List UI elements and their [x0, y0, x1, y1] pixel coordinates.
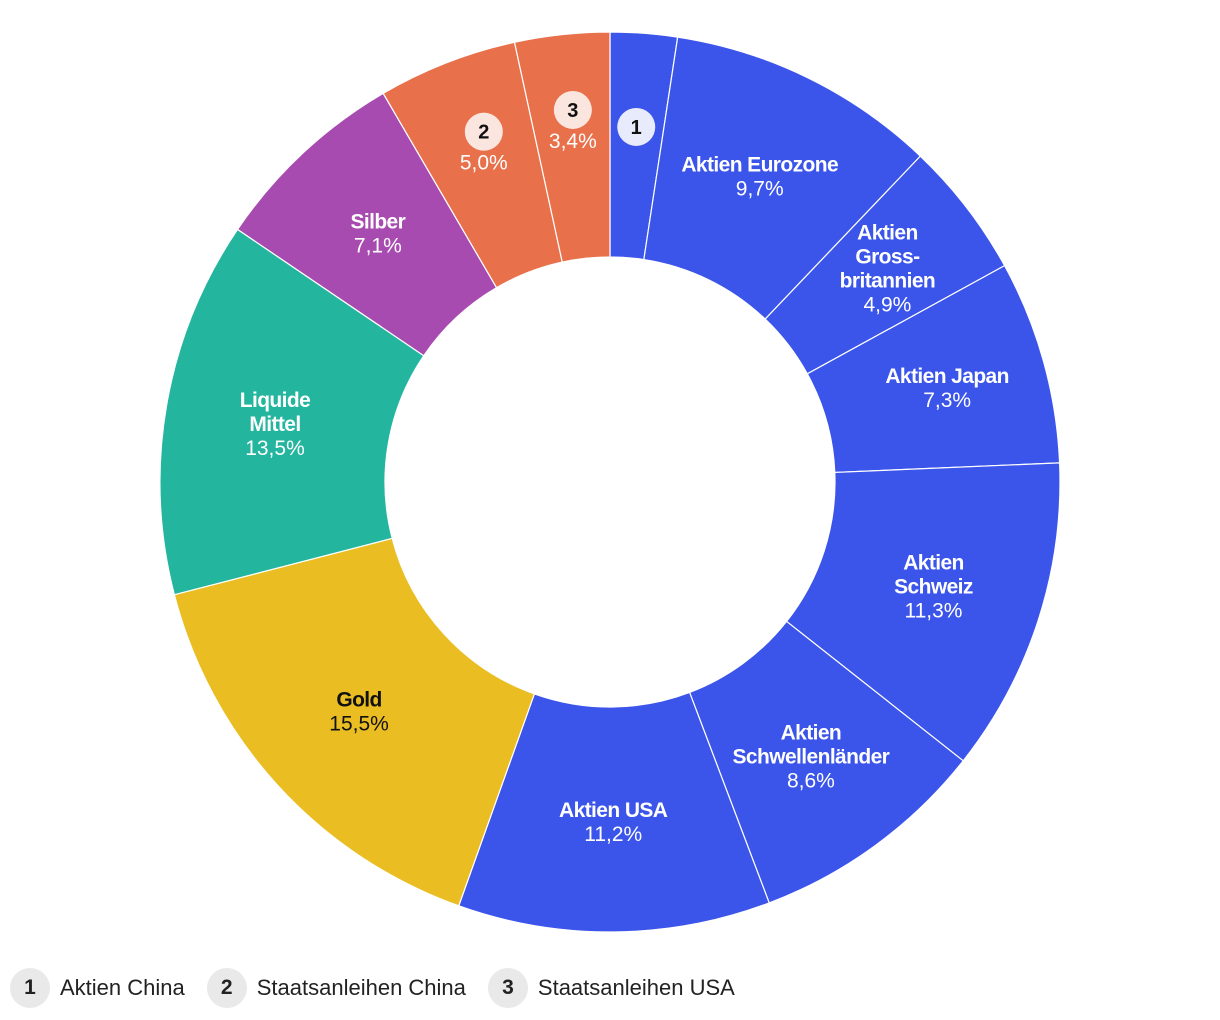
slice-aktien-schweiz — [785, 462, 1061, 762]
slice-label-line: Schwellenländer — [733, 745, 890, 768]
slice-label-line: britannien — [840, 270, 936, 293]
slice-label-line: Aktien — [903, 552, 964, 575]
slice-value: 3,4% — [549, 130, 597, 153]
slice-value: 15,5% — [329, 712, 389, 735]
slice-marker-number: 1 — [631, 117, 642, 139]
slice-label-line: Aktien Japan — [885, 365, 1009, 388]
slice-label-line: Aktien — [781, 721, 842, 744]
legend-badge: 3 — [487, 968, 528, 1008]
chart-legend: 1 Aktien China 2 Staatsanleihen China 3 … — [10, 968, 757, 1008]
slice-value: 11,2% — [584, 823, 642, 846]
slice-label-line: Silber — [350, 211, 405, 234]
slice-value: 13,5% — [245, 437, 305, 460]
slice-label-staatsanleihen-usa: 3 3,4% — [549, 90, 597, 153]
slice-marker-number: 2 — [478, 122, 489, 144]
slice-gold — [173, 537, 536, 907]
legend-item-staatsanleihen-usa: 3 Staatsanleihen USA — [487, 968, 735, 1008]
slice-label-line: Gold — [336, 688, 381, 711]
legend-item-aktien-china: 1 Aktien China — [10, 968, 185, 1008]
slice-staatsanleihen-usa — [513, 31, 611, 263]
slice-value: 4,9% — [863, 294, 911, 317]
slice-value: 5,0% — [460, 152, 508, 175]
slice-value: 7,1% — [354, 235, 402, 258]
legend-badge: 1 — [10, 968, 50, 1008]
slice-label-line: Schweiz — [894, 576, 973, 599]
slice-aktien-usa — [457, 691, 770, 933]
slice-label-line: Liquide — [240, 389, 310, 412]
slice-aktien-eurozone — [643, 36, 922, 320]
slice-value: 11,3% — [904, 600, 962, 623]
slice-label-line: Aktien Eurozone — [681, 154, 838, 177]
legend-item-staatsanleihen-china: 2 Staatsanleihen China — [206, 968, 466, 1008]
legend-label: Aktien China — [60, 975, 185, 1000]
slice-label-line: Aktien — [857, 222, 918, 245]
slice-liquide-mittel — [159, 228, 425, 596]
slice-value: 9,7% — [736, 178, 784, 201]
slice-marker-badge — [553, 90, 592, 129]
legend-label: Staatsanleihen China — [256, 975, 466, 1000]
slice-marker-badge — [464, 112, 503, 151]
legend-badge: 2 — [206, 968, 247, 1008]
slice-marker-badge — [617, 107, 656, 146]
slice-value: 8,6% — [787, 769, 835, 792]
legend-label: Staatsanleihen USA — [537, 975, 735, 1000]
slice-label-line: Gross- — [855, 246, 920, 269]
slice-label-line: Mittel — [249, 413, 300, 436]
slice-value: 7,3% — [923, 389, 971, 412]
slice-label-line: Aktien USA — [559, 799, 668, 822]
slice-marker-number: 3 — [567, 100, 578, 122]
slice-label-aktien-china: 1 — [617, 107, 656, 146]
slice-label-staatsanleihen-china: 2 5,0% — [460, 112, 508, 175]
